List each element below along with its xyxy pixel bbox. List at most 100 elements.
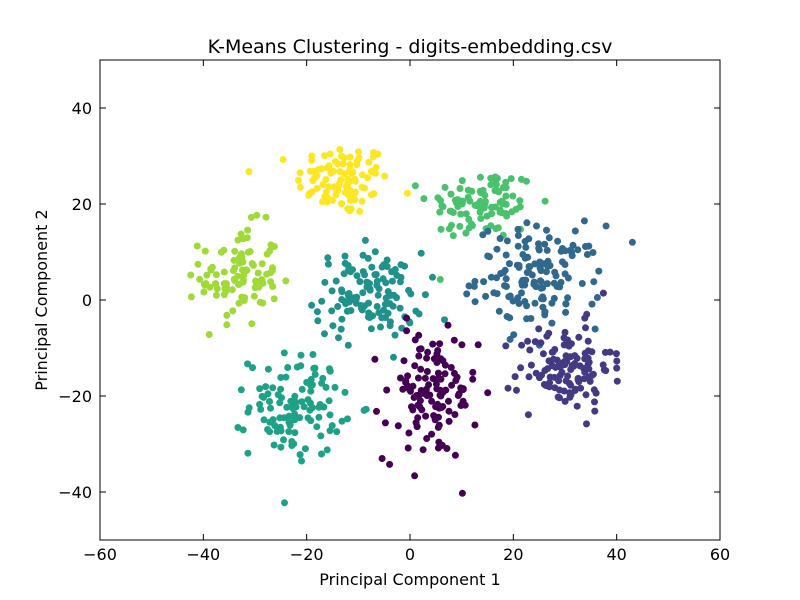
data-point [493, 245, 501, 253]
data-point [501, 282, 509, 290]
data-point [535, 246, 543, 254]
data-point [223, 321, 231, 329]
data-point [321, 152, 328, 160]
data-point [252, 277, 260, 285]
data-point [217, 248, 225, 256]
data-point [564, 294, 572, 302]
data-point [503, 237, 511, 245]
data-point [319, 181, 327, 189]
data-point [514, 242, 522, 250]
y-tick-label: −20 [58, 387, 92, 406]
data-point [567, 366, 575, 373]
data-point [535, 325, 543, 333]
data-point [345, 207, 353, 214]
data-point [513, 261, 521, 269]
data-point [436, 391, 444, 399]
data-point [552, 363, 560, 371]
data-point [324, 260, 332, 268]
data-point [277, 443, 285, 451]
data-point [517, 364, 525, 372]
data-point [589, 249, 597, 256]
data-point [483, 212, 491, 220]
data-point [381, 300, 389, 308]
data-point [372, 164, 380, 171]
data-point [343, 307, 351, 315]
data-point [469, 368, 477, 376]
data-point [234, 236, 242, 244]
data-point [267, 278, 275, 286]
data-point [334, 160, 342, 168]
data-point [448, 221, 455, 229]
data-point [471, 201, 479, 209]
data-point [318, 450, 325, 458]
data-point [469, 375, 477, 383]
data-point [386, 460, 394, 468]
data-point [400, 357, 408, 365]
data-point [279, 156, 287, 163]
data-point [244, 449, 252, 457]
data-point [437, 225, 445, 233]
data-point [438, 202, 446, 210]
data-point [556, 394, 563, 402]
data-point [357, 302, 365, 309]
data-point [388, 277, 396, 285]
data-point [541, 367, 549, 374]
data-point [441, 361, 449, 369]
data-point [415, 310, 423, 318]
data-point [271, 422, 279, 430]
data-point [264, 365, 272, 373]
y-tick-label: 20 [72, 195, 92, 214]
data-point [237, 230, 245, 238]
data-point [318, 297, 326, 305]
data-point [578, 280, 586, 287]
data-point [222, 287, 230, 295]
data-point [359, 268, 367, 276]
data-point [445, 407, 453, 415]
data-point [536, 264, 544, 272]
data-point [518, 341, 526, 349]
data-point [322, 383, 330, 391]
x-axis-label: Principal Component 1 [319, 570, 500, 589]
data-point [324, 254, 332, 262]
data-point [382, 294, 390, 302]
data-point [430, 412, 438, 420]
data-point [358, 183, 366, 191]
data-point [527, 315, 535, 322]
data-point [523, 177, 530, 185]
data-point [353, 161, 361, 169]
data-point [503, 212, 511, 220]
data-point [458, 489, 466, 497]
data-point [340, 154, 348, 162]
data-point [286, 420, 294, 428]
data-point [565, 342, 573, 350]
data-point [319, 374, 327, 382]
data-point [384, 309, 392, 317]
data-point [423, 435, 431, 442]
data-point [352, 296, 360, 304]
data-point [439, 403, 447, 410]
data-point [613, 377, 621, 385]
data-point [374, 291, 382, 299]
data-point [487, 273, 495, 281]
data-point [541, 197, 549, 205]
data-point [355, 154, 363, 162]
data-point [358, 197, 366, 205]
data-point [313, 172, 321, 180]
data-point [511, 373, 519, 381]
x-axis-ticks: −60 −40 −20 0 20 40 60 [83, 60, 730, 564]
data-point [231, 277, 239, 284]
data-point [544, 257, 552, 265]
data-point [476, 187, 484, 195]
data-point [507, 175, 515, 183]
data-point [441, 370, 449, 378]
data-point [465, 224, 473, 232]
data-point [573, 402, 581, 410]
data-point [353, 272, 361, 280]
data-point [344, 341, 352, 349]
data-point [561, 328, 569, 336]
data-point [329, 322, 337, 330]
data-point [283, 403, 291, 411]
data-point [244, 226, 252, 234]
data-point [458, 341, 466, 349]
data-point [465, 282, 473, 290]
